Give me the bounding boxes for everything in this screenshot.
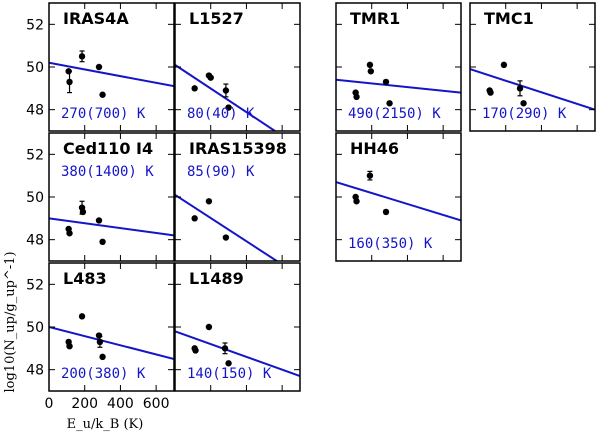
- data-point: [205, 323, 213, 331]
- data-point: [221, 345, 229, 352]
- rotational-temperature-label: 270(700) K: [61, 106, 146, 122]
- panel-tmc1: TMC1 170(290) K: [469, 2, 596, 132]
- data-point: [96, 338, 104, 346]
- data-point: [222, 234, 230, 241]
- fit-line: [49, 61, 174, 88]
- data-point: [225, 104, 232, 111]
- panel-l1489: L1489 140(150) K: [174, 262, 301, 392]
- rotational-temperature-label: 80(40) K: [187, 106, 255, 122]
- data-point: [516, 85, 524, 92]
- panel-title: L483: [63, 269, 107, 288]
- fit-line: [336, 181, 461, 222]
- data-point: [191, 215, 198, 222]
- panel-frame: [174, 2, 301, 132]
- panel-frame: [335, 2, 462, 132]
- panel-frame: [48, 262, 175, 392]
- panel-tmr1: TMR1 490(2150) K: [335, 2, 462, 132]
- panel-frame: [48, 132, 175, 262]
- rotational-temperature-label: 380(1400) K: [61, 164, 154, 180]
- panel-title: TMC1: [484, 9, 534, 28]
- data-point: [207, 74, 214, 81]
- fit-line: [175, 194, 278, 261]
- data-point: [520, 100, 527, 107]
- fit-line: [175, 330, 300, 378]
- data-point: [205, 198, 213, 205]
- data-point: [95, 63, 103, 71]
- data-point: [367, 68, 375, 75]
- fit-line: [49, 217, 174, 237]
- rotational-temperature-label: 140(150) K: [187, 366, 272, 382]
- data-point: [192, 347, 199, 354]
- data-point: [382, 208, 390, 216]
- panel-l1527: L1527 80(40) K: [174, 2, 301, 132]
- data-point: [487, 89, 494, 96]
- data-point: [386, 100, 393, 107]
- y-tick-label: 52: [26, 17, 44, 33]
- panel-title: HH46: [350, 139, 399, 158]
- x-axis-title: E_u/k_B (K): [67, 417, 144, 432]
- fit-line: [175, 64, 276, 131]
- panel-hh46: HH46 160(350) K: [335, 132, 462, 262]
- y-tick-label: 52: [26, 147, 44, 163]
- data-point: [366, 172, 374, 179]
- data-point: [79, 208, 87, 216]
- panel-iras4a: IRAS4A 270(700) K 48 50 52: [26, 2, 175, 132]
- panel-title: IRAS15398: [189, 139, 287, 158]
- data-point: [225, 360, 232, 367]
- y-axis-title: log10(N_up/g_up^-1): [3, 251, 18, 392]
- panel-title: IRAS4A: [63, 9, 129, 28]
- data-point: [500, 61, 508, 69]
- panel-frame: [174, 132, 301, 262]
- fit-line: [470, 68, 595, 111]
- x-tick-label: 400: [107, 396, 134, 412]
- data-point: [78, 53, 86, 60]
- data-point: [353, 93, 360, 101]
- x-tick-label: 200: [71, 396, 98, 412]
- fit-line: [49, 326, 174, 360]
- panel-title: L1527: [189, 9, 244, 28]
- data-point: [66, 78, 73, 86]
- panel-l483: L483 200(380) K 48 50 52 0 200 400 600: [26, 262, 175, 412]
- rotational-temperature-label: 170(290) K: [482, 106, 567, 122]
- data-point: [95, 332, 103, 339]
- fit-line: [336, 78, 461, 94]
- panel-ced110-i4: Ced110 I4 380(1400) K 48 50 52: [26, 132, 175, 262]
- panel-iras15398: IRAS15398 85(90) K: [174, 132, 301, 262]
- y-tick-label: 48: [26, 233, 44, 249]
- y-tick-label: 50: [26, 190, 44, 206]
- y-tick-label: 48: [26, 363, 44, 379]
- data-point: [191, 85, 198, 92]
- panel-frame: [174, 262, 301, 392]
- data-point: [222, 87, 230, 94]
- y-tick-label: 52: [26, 277, 44, 293]
- rotational-temperature-label: 160(350) K: [348, 236, 433, 252]
- y-tick-label: 50: [26, 320, 44, 336]
- panel-title: Ced110 I4: [63, 139, 153, 158]
- rotational-temperature-label: 490(2150) K: [348, 106, 441, 122]
- data-point: [382, 78, 390, 86]
- panel-title: TMR1: [350, 9, 400, 28]
- data-point: [66, 230, 73, 237]
- data-point: [353, 198, 360, 205]
- y-tick-label: 50: [26, 60, 44, 76]
- data-point: [66, 343, 73, 350]
- panel-title: L1489: [189, 269, 244, 288]
- data-point: [78, 313, 86, 320]
- panel-frame: [469, 2, 596, 132]
- data-point: [99, 353, 106, 361]
- data-point: [95, 217, 103, 224]
- panel-frame: [48, 2, 175, 132]
- panels-layer: IRAS4A 270(700) K 48 50 52 L1527 80(40) K TMR1 4…: [26, 2, 596, 412]
- y-tick-label: 48: [26, 103, 44, 119]
- data-point: [366, 61, 374, 69]
- rotational-temperature-label: 85(90) K: [187, 164, 255, 180]
- rotational-temperature-label: 200(380) K: [61, 366, 146, 382]
- data-point: [99, 91, 106, 98]
- data-point: [99, 238, 106, 245]
- x-tick-label: 600: [143, 396, 170, 412]
- panel-frame: [335, 132, 462, 262]
- x-tick-label: 0: [45, 396, 54, 412]
